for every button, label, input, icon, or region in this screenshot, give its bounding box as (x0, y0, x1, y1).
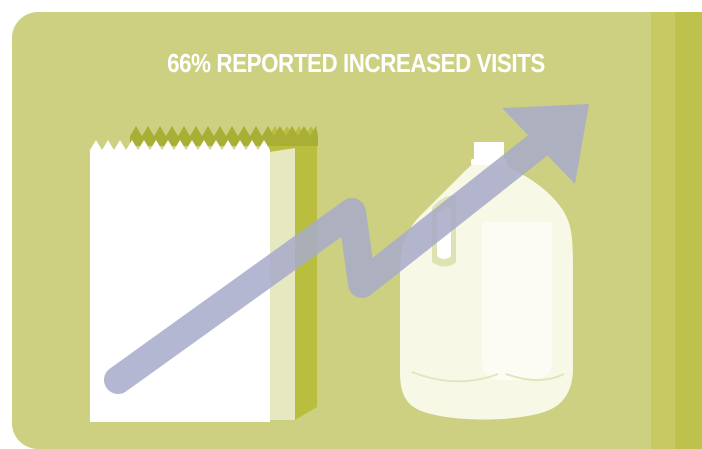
illustration (90, 104, 589, 422)
trend-arrow-icon (104, 104, 589, 394)
infographic-card: 66% REPORTED INCREASED VISITS (12, 12, 702, 449)
side-band-inner (651, 12, 675, 449)
headline: 66% REPORTED INCREASED VISITS (167, 48, 545, 78)
side-band (651, 12, 702, 449)
